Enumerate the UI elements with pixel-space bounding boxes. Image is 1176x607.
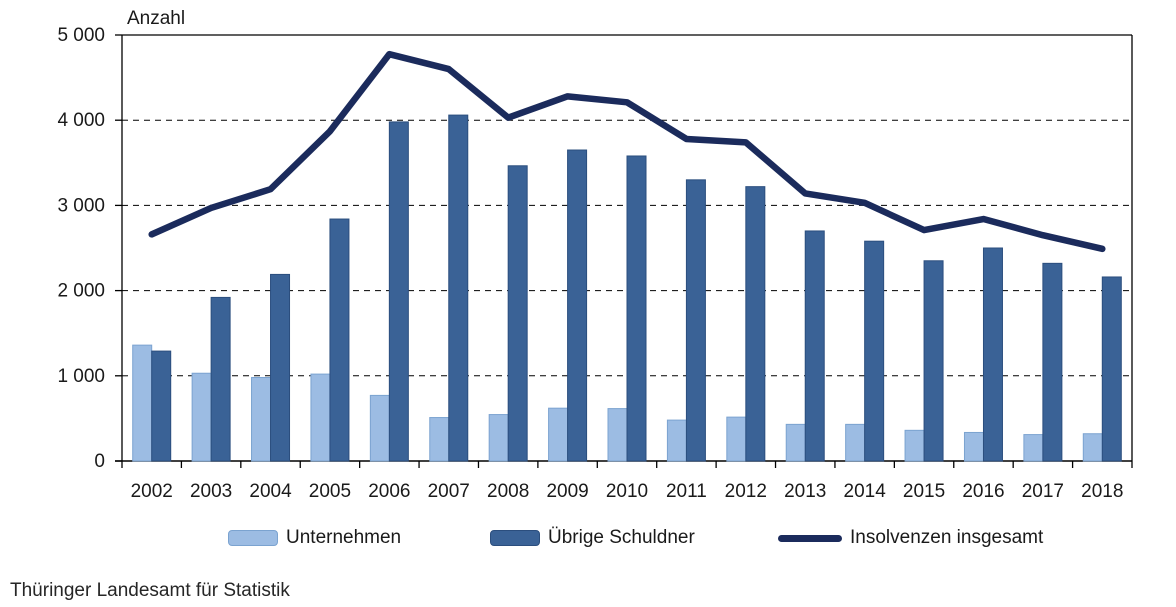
legend-item-uebrige-schuldner: Übrige Schuldner [490,524,695,552]
x-tick-label: 2007 [428,481,470,502]
bar-uebrige-schuldner-2004 [270,273,291,462]
bar-unternehmen-2011 [666,419,687,462]
bar-uebrige-schuldner-2013 [804,230,825,462]
bar-uebrige-schuldner-2010 [626,155,647,462]
legend-label: Insolvenzen insgesamt [850,527,1044,548]
x-tick-label: 2009 [546,481,588,502]
x-tick-label: 2003 [190,481,232,502]
unternehmen-swatch-icon [228,530,278,546]
legend: Unternehmen Übrige Schuldner Insolvenzen… [0,524,1176,552]
bar-unternehmen-2015 [904,429,925,462]
x-tick-label: 2010 [606,481,648,502]
bar-uebrige-schuldner-2018 [1101,276,1122,462]
x-tick-label: 2018 [1081,481,1123,502]
bar-uebrige-schuldner-2003 [210,296,231,462]
insolvenzen-line-swatch-icon [778,534,842,542]
x-tick-label: 2011 [666,481,707,502]
legend-label: Unternehmen [286,527,402,548]
bar-uebrige-schuldner-2005 [329,218,350,462]
x-tick-label: 2014 [844,481,887,502]
bar-unternehmen-2003 [191,372,212,462]
bar-unternehmen-2008 [488,414,509,462]
bar-uebrige-schuldner-2014 [864,240,885,462]
bar-unternehmen-2018 [1082,433,1103,462]
bar-unternehmen-2002 [132,344,153,462]
bar-uebrige-schuldner-2015 [923,260,944,462]
bar-uebrige-schuldner-2011 [685,179,706,462]
legend-label: Übrige Schuldner [548,527,695,548]
bar-uebrige-schuldner-2006 [388,121,409,462]
y-tick-label: 5 000 [57,25,105,46]
bar-unternehmen-2013 [785,423,806,462]
bar-unternehmen-2012 [726,416,747,462]
x-tick-label: 2005 [309,481,351,502]
bar-uebrige-schuldner-2009 [567,149,588,462]
bar-uebrige-schuldner-2017 [1042,262,1063,462]
bar-uebrige-schuldner-2016 [982,247,1003,462]
x-tick-label: 2002 [131,481,173,502]
x-tick-label: 2008 [487,481,529,502]
bar-unternehmen-2006 [369,394,390,462]
x-tick-label: 2015 [903,481,945,502]
bar-uebrige-schuldner-2002 [151,350,172,462]
bar-unternehmen-2017 [1023,434,1044,462]
y-tick-label: 0 [94,451,105,472]
source-caption: Thüringer Landesamt für Statistik [10,580,290,601]
y-tick-label: 1 000 [57,366,105,387]
x-tick-label: 2004 [249,481,292,502]
y-tick-label: 2 000 [57,281,105,302]
bar-unternehmen-2010 [607,408,628,462]
uebrige-schuldner-swatch-icon [490,530,540,546]
x-tick-label: 2017 [1022,481,1064,502]
y-tick-label: 3 000 [57,195,105,216]
x-tick-label: 2006 [368,481,410,502]
legend-item-unternehmen: Unternehmen [228,524,401,552]
bar-uebrige-schuldner-2007 [448,114,469,462]
bar-unternehmen-2005 [310,373,331,462]
x-tick-label: 2016 [962,481,1004,502]
y-axis-title: Anzahl [127,8,186,29]
bar-unternehmen-2014 [845,423,866,462]
legend-item-insolvenzen-insgesamt: Insolvenzen insgesamt [778,524,1043,552]
bar-unternehmen-2016 [963,431,984,462]
x-tick-label: 2013 [784,481,826,502]
bar-uebrige-schuldner-2012 [745,186,766,462]
bar-uebrige-schuldner-2008 [507,165,528,462]
x-tick-label: 2012 [725,481,767,502]
y-tick-label: 4 000 [57,110,105,131]
bar-unternehmen-2009 [548,407,569,462]
bar-unternehmen-2007 [429,417,450,462]
bar-unternehmen-2004 [251,377,272,462]
line-insolvenzen-insgesamt [148,50,1106,253]
